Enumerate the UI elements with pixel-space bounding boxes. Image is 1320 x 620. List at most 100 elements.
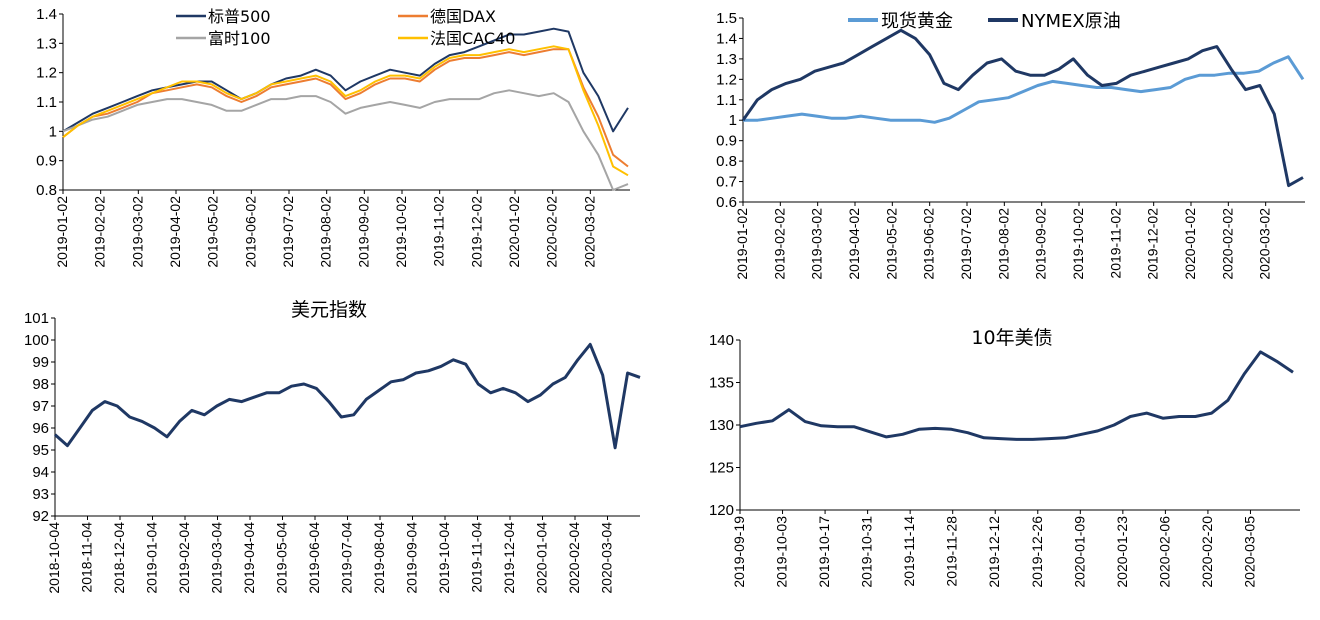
x-tick-label: 2019-06-02 — [921, 208, 937, 280]
x-tick-label: 2019-09-04 — [404, 522, 420, 594]
chart-title-10y-treasury: 10年美债 — [971, 327, 1052, 349]
x-tick-label: 2019-02-02 — [771, 208, 787, 280]
legend-2: 现货黄金 NYMEX原油 — [848, 11, 1121, 32]
x-tick-label: 2019-11-04 — [469, 522, 485, 593]
y-tick-label: 1.3 — [716, 51, 737, 68]
x-tick-label: 2019-05-04 — [274, 522, 290, 594]
y-tick-label: 101 — [24, 310, 49, 327]
x-tick-label: 2019-04-02 — [167, 196, 183, 268]
x-tick-label: 2020-02-02 — [1219, 208, 1235, 280]
series-line-4-1 — [739, 350, 1294, 441]
x-tick-label: 2020-01-02 — [506, 196, 522, 268]
y-tick-label: 97 — [32, 398, 49, 415]
x-tick-label: 2020-01-09 — [1071, 516, 1087, 588]
x-tick-label: 2019-12-02 — [1145, 208, 1161, 280]
series-line-1-1 — [62, 27, 629, 133]
x-tick-label: 2019-02-02 — [92, 196, 108, 268]
panel-stock-indices: 0.8 0.9 1 1.1 1.2 1.3 1.4 2019-01-02 2019-02-02 2… — [36, 6, 630, 268]
series-line-3-1 — [54, 342, 641, 450]
series-line-2-1 — [743, 55, 1305, 124]
x-tick-label: 2019-07-02 — [958, 208, 974, 280]
x-tick-label: 2019-10-17 — [816, 516, 832, 588]
x-tick-label: 2019-04-04 — [241, 522, 257, 594]
x-tick-label: 2019-11-02 — [1107, 208, 1123, 279]
y-tick-label: 1.2 — [36, 65, 57, 82]
x-tick-label: 2019-04-02 — [846, 208, 862, 280]
x-tick-label: 2020-02-06 — [1156, 516, 1172, 588]
x-tick-label: 2019-05-02 — [883, 208, 899, 280]
x-tick-label: 2018-11-04 — [79, 522, 95, 593]
x-tick-label: 2020-01-04 — [534, 522, 550, 594]
x-tick-label: 2019-06-04 — [306, 522, 322, 594]
panel-commodities: 0.6 0.7 0.8 0.9 1 1.1 1.2 1.3 1.4 1.5 2019-01-02 20… — [716, 10, 1305, 280]
x-tick-label: 2020-02-20 — [1199, 516, 1215, 588]
legend-label-oil: NYMEX原油 — [1021, 11, 1121, 32]
y-tick-label: 1.4 — [716, 30, 737, 47]
y-tick-label: 0.6 — [716, 194, 737, 211]
chart-title-dollar-index: 美元指数 — [291, 299, 367, 321]
y-tick-label: 100 — [24, 332, 49, 349]
x-tick-label: 2019-01-04 — [144, 522, 160, 594]
x-tick-label: 2019-11-02 — [431, 196, 447, 267]
x-tick-label: 2018-10-04 — [46, 522, 62, 594]
y-tick-label: 0.8 — [716, 153, 737, 170]
legend-1: 标普500 德国DAX 富时100 法国CAC40 — [176, 7, 515, 48]
x-tick-label: 2019-12-02 — [468, 196, 484, 268]
y-tick-label: 93 — [32, 486, 49, 503]
x-tick-label: 2020-03-04 — [599, 522, 615, 594]
x-tick-label: 2019-08-02 — [318, 196, 334, 268]
x-tick-label: 2019-11-28 — [944, 516, 960, 587]
x-tick-label: 2020-03-02 — [1257, 208, 1273, 280]
x-tick-label: 2019-10-31 — [859, 516, 875, 588]
y-tick-label: 0.9 — [36, 153, 57, 170]
legend-label-gold: 现货黄金 — [881, 11, 953, 32]
legend-label-ftse: 富时100 — [208, 29, 271, 48]
panel-10y-treasury: 10年美债 120 125 130 135 140 2019-09-19 2019-10-0… — [709, 327, 1300, 588]
series-line-1-4 — [62, 45, 629, 177]
x-tick-label: 2019-02-04 — [176, 522, 192, 594]
x-tick-label: 2019-05-02 — [205, 196, 221, 268]
x-tick-label: 2019-06-02 — [242, 196, 258, 268]
y-tick-label: 92 — [32, 508, 49, 525]
y-tick-label: 98 — [32, 376, 49, 393]
x-tick-label: 2019-01-02 — [54, 196, 70, 268]
x-tick-label: 2019-09-02 — [355, 196, 371, 268]
x-tick-label: 2020-01-02 — [1182, 208, 1198, 280]
legend-label-spx: 标普500 — [208, 7, 271, 26]
x-tick-label: 2019-08-04 — [371, 522, 387, 594]
y-tick-label: 95 — [32, 442, 49, 459]
y-tick-label: 96 — [32, 420, 49, 437]
y-tick-label: 1 — [729, 112, 737, 129]
y-tick-label: 0.7 — [716, 174, 737, 191]
y-tick-label: 130 — [709, 417, 734, 434]
x-tick-label: 2019-07-04 — [339, 522, 355, 594]
x-tick-label: 2019-10-04 — [436, 522, 452, 594]
x-tick-label: 2019-09-02 — [1033, 208, 1049, 280]
x-tick-label: 2020-03-02 — [581, 196, 597, 268]
x-tick-label: 2019-10-02 — [1070, 208, 1086, 280]
x-tick-label: 2019-10-02 — [393, 196, 409, 268]
legend-label-cac: 法国CAC40 — [430, 29, 515, 48]
y-tick-label: 1.1 — [716, 92, 737, 109]
legend-label-dax: 德国DAX — [430, 7, 496, 26]
y-tick-label: 125 — [709, 460, 734, 477]
y-tick-label: 0.9 — [716, 133, 737, 150]
x-tick-label: 2019-03-02 — [809, 208, 825, 280]
x-tick-label: 2019-03-04 — [209, 522, 225, 594]
x-tick-label: 2019-08-02 — [995, 208, 1011, 280]
y-tick-label: 135 — [709, 375, 734, 392]
x-tick-label: 2019-12-12 — [986, 516, 1002, 588]
y-tick-label: 1 — [49, 123, 57, 140]
x-tick-label: 2019-01-02 — [734, 208, 750, 280]
x-tick-label: 2019-12-26 — [1029, 516, 1045, 588]
x-tick-label: 2019-09-19 — [731, 516, 747, 588]
x-tick-label: 2019-12-04 — [501, 522, 517, 594]
y-tick-label: 0.8 — [36, 182, 57, 199]
x-tick-label: 2019-03-02 — [129, 196, 145, 268]
x-tick-label: 2019-07-02 — [280, 196, 296, 268]
y-tick-label: 120 — [709, 502, 734, 519]
x-tick-label: 2020-03-05 — [1241, 516, 1257, 588]
x-tick-label: 2019-11-14 — [901, 516, 917, 587]
y-tick-label: 1.3 — [36, 35, 57, 52]
